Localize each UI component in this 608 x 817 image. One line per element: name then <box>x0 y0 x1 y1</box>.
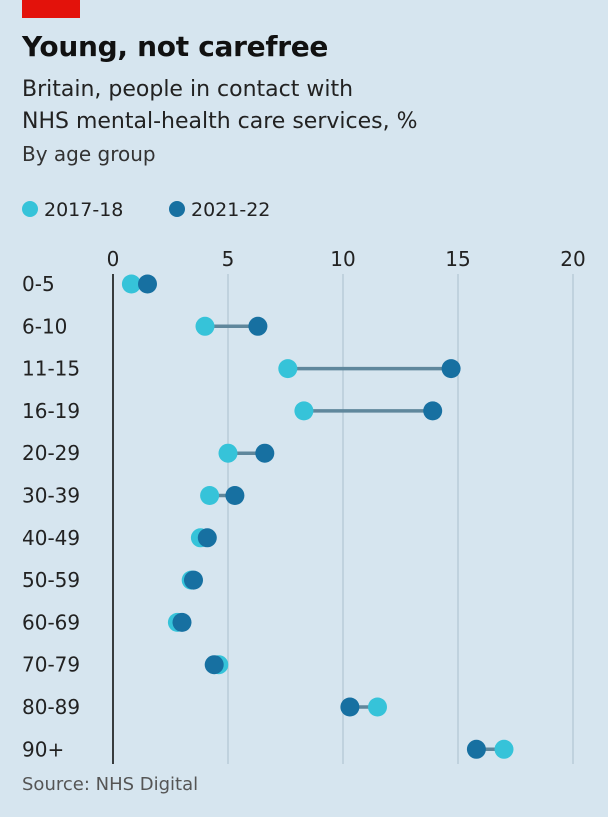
point-2021-22 <box>340 697 360 717</box>
brand-tag <box>22 0 80 18</box>
legend-item-2017-18: 2017-18 <box>22 199 123 221</box>
subtitle-line-1: Britain, people in contact with <box>22 77 354 102</box>
point-2017-18 <box>218 443 238 463</box>
y-category-label: 90+ <box>22 737 64 761</box>
x-tick-label-0: 0 <box>107 247 120 271</box>
source-note: Source: NHS Digital <box>22 774 199 795</box>
y-category-label: 20-29 <box>22 441 80 465</box>
y-category-label: 80-89 <box>22 695 80 719</box>
point-2017-18 <box>195 316 215 336</box>
point-2021-22 <box>248 316 268 336</box>
y-category-label: 16-19 <box>22 399 80 423</box>
x-tick-label-10: 10 <box>330 247 355 271</box>
x-tick-label-5: 5 <box>222 247 235 271</box>
point-2021-22 <box>172 612 192 632</box>
x-tick-label-20: 20 <box>560 247 585 271</box>
y-category-label: 60-69 <box>22 610 80 634</box>
point-2017-18 <box>494 739 514 759</box>
legend-label-2017-18: 2017-18 <box>44 199 124 221</box>
y-category-label: 6-10 <box>22 314 67 338</box>
point-2021-22 <box>423 401 443 421</box>
legend-dot-2017-18 <box>22 201 38 217</box>
point-2021-22 <box>441 359 461 379</box>
chart-subtitle: Britain, people in contact with NHS ment… <box>22 74 582 138</box>
point-2021-22 <box>466 739 486 759</box>
legend-dot-2021-22 <box>169 201 185 217</box>
point-2021-22 <box>225 486 245 505</box>
subtitle-line-2: NHS mental-health care services, % <box>22 109 418 134</box>
chart-title: Young, not carefree <box>22 30 329 63</box>
y-category-label: 50-59 <box>22 568 80 592</box>
y-category-label: 30-39 <box>22 484 80 508</box>
legend-label-2021-22: 2021-22 <box>191 199 271 221</box>
y-category-label: 11-15 <box>22 357 80 381</box>
y-category-label: 70-79 <box>22 653 80 677</box>
point-2017-18 <box>121 274 141 294</box>
point-2017-18 <box>200 486 220 505</box>
y-category-label: 40-49 <box>22 526 80 550</box>
point-2021-22 <box>184 570 203 590</box>
legend-item-2021-22: 2021-22 <box>169 199 270 221</box>
point-2021-22 <box>204 655 224 675</box>
point-2021-22 <box>138 274 157 294</box>
point-2017-18 <box>278 359 298 379</box>
point-2017-18 <box>368 697 387 717</box>
point-2021-22 <box>255 443 275 463</box>
point-2017-18 <box>294 401 314 421</box>
y-category-label: 0-5 <box>22 272 55 296</box>
x-tick-label-15: 15 <box>445 247 470 271</box>
point-2021-22 <box>197 528 217 548</box>
chart-subtitle-secondary: By age group <box>22 142 156 166</box>
